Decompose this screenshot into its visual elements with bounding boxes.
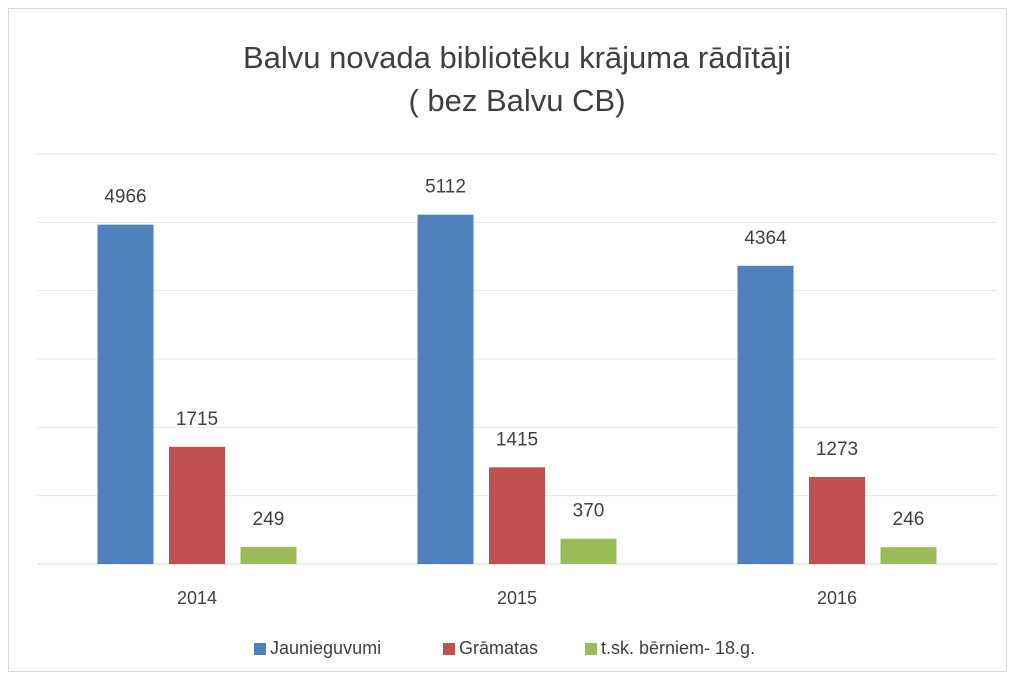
data-label: 246 (893, 509, 925, 530)
bar (560, 538, 617, 564)
data-label: 5112 (425, 177, 466, 198)
data-label: 1715 (176, 409, 218, 430)
x-tick-label: 2016 (817, 588, 857, 608)
data-label: 249 (253, 509, 285, 530)
legend-swatch (443, 643, 455, 655)
legend-label: Jaunieguvumi (270, 638, 381, 658)
bar (417, 214, 474, 564)
bar (489, 467, 545, 564)
legend-swatch (254, 643, 266, 655)
x-tick-label: 2014 (177, 588, 217, 608)
data-label: 1415 (496, 429, 538, 450)
x-tick-label: 2015 (497, 588, 537, 608)
bar (240, 546, 297, 564)
data-label: 4364 (744, 228, 787, 249)
data-label: 4966 (104, 187, 146, 208)
data-label: 370 (573, 501, 605, 522)
bar (97, 224, 154, 564)
chart-title: ( bez Balvu CB) (408, 83, 625, 118)
bar (169, 446, 225, 564)
legend-label: t.sk. bērniem- 18.g. (601, 638, 755, 658)
chart-title: Balvu novada bibliotēku krājuma rādītāji (243, 40, 791, 75)
legend-swatch (585, 643, 597, 655)
legend-label: Grāmatas (459, 638, 538, 658)
data-label: 1273 (816, 439, 858, 460)
bar (880, 547, 937, 564)
bar (737, 265, 794, 564)
bar (809, 477, 865, 564)
